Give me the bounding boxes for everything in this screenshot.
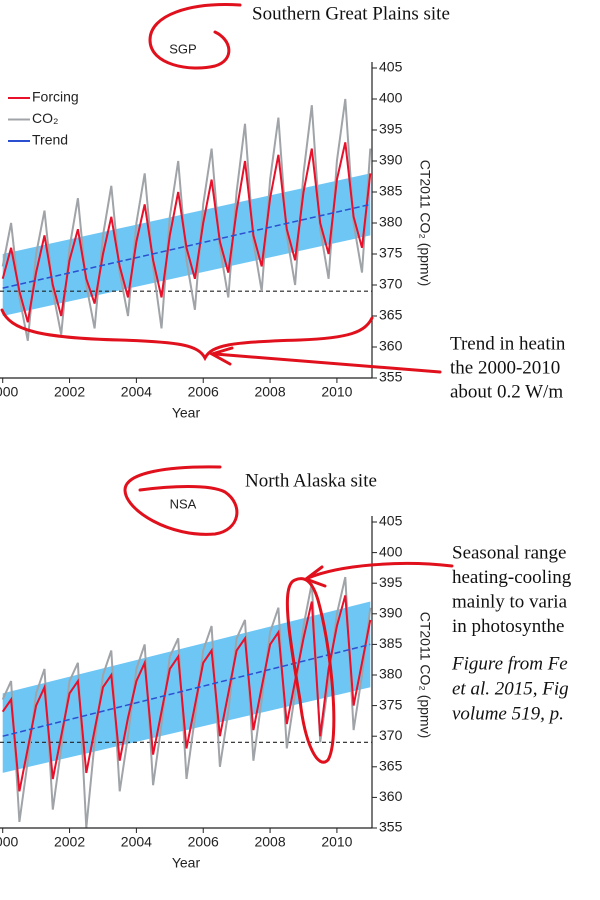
y-tick-label: 385: [379, 635, 403, 651]
chart-title: Southern Great Plains site: [252, 3, 450, 24]
y-tick-label: 395: [379, 574, 403, 590]
series-line: [1, 98, 372, 341]
panel-label: NSA: [170, 496, 197, 511]
arrow-head: [208, 346, 234, 366]
brace: [0, 308, 374, 362]
x-tick-label: 2000: [0, 834, 18, 850]
y-tick-label: 395: [379, 121, 403, 137]
x-tick-label: 2008: [254, 384, 285, 400]
plot-area: [0, 576, 372, 828]
circle-peak: [285, 577, 336, 764]
series-line: [2, 643, 371, 737]
x-tick-label: 2010: [321, 834, 352, 850]
y-tick-label: 375: [379, 696, 403, 712]
y-tick-label: 400: [379, 90, 403, 106]
x-tick-label: 2008: [254, 834, 285, 850]
y-tick-label: 360: [379, 338, 403, 354]
circle-sgp: [148, 3, 242, 70]
y-tick-label: 390: [379, 152, 403, 168]
y-tick-label: 365: [379, 758, 403, 774]
x-tick-label: 2006: [188, 834, 219, 850]
x-axis-label: Year: [172, 405, 201, 421]
y-tick-label: 355: [379, 819, 403, 835]
x-tick-label: 2006: [188, 384, 219, 400]
x-tick-label: 2004: [121, 834, 152, 850]
y-tick-label: 370: [379, 727, 403, 743]
y-tick-label: 380: [379, 214, 403, 230]
panel-label: SGP: [169, 41, 196, 56]
legend-label: Forcing: [32, 89, 79, 105]
plot-area: [0, 98, 372, 341]
y-tick-label: 370: [379, 276, 403, 292]
annotation: the 2000-2010: [450, 357, 560, 378]
plots: 355 360 365 370 375 380 385 390 395 400 405 2000 200…: [0, 3, 572, 871]
annotation: Trend in heatin: [450, 333, 566, 354]
arrow-head: [302, 565, 327, 588]
arrow-trend: [213, 352, 442, 374]
markup-strokes: [0, 3, 454, 764]
chart: 355 360 365 370 375 380 385 390 395 400 405 2000 200…: [0, 3, 566, 421]
caption: volume 519, p.: [452, 703, 564, 724]
annotation: about 0.2 W/m: [450, 381, 563, 402]
y-axis-label: CT2011 CO₂ (ppmv): [417, 612, 433, 739]
x-tick-label: 2010: [321, 384, 352, 400]
y-tick-label: 360: [379, 788, 403, 804]
y-axis-label: CT2011 CO₂ (ppmv): [417, 160, 433, 287]
y-tick-label: 405: [379, 59, 403, 75]
caption: et al. 2015, Fig: [452, 678, 569, 699]
annotation: in photosynthe: [452, 616, 564, 637]
y-tick-label: 405: [379, 513, 403, 529]
x-tick-label: 2000: [0, 384, 18, 400]
x-tick-label: 2004: [121, 384, 152, 400]
y-tick-label: 380: [379, 666, 403, 682]
legend-label: CO₂: [32, 110, 58, 126]
annotation: heating-cooling: [452, 567, 572, 588]
annotation: mainly to varia: [452, 591, 568, 612]
chart: 355 360 365 370 375 380 385 390 395 400 405 2000 200…: [0, 470, 572, 871]
arrow-seasonal: [306, 561, 454, 580]
caption: Figure from Fe: [451, 653, 568, 674]
x-tick-label: 2002: [54, 384, 85, 400]
legend-label: Trend: [32, 132, 68, 148]
series-line: [1, 595, 372, 792]
chart-title: North Alaska site: [245, 470, 377, 491]
y-tick-label: 365: [379, 307, 403, 323]
series-line: [1, 142, 372, 323]
x-tick-label: 2002: [54, 834, 85, 850]
y-tick-label: 400: [379, 543, 403, 559]
annotation: Seasonal range: [452, 542, 566, 563]
y-tick-label: 385: [379, 183, 403, 199]
circle-nsa: [123, 465, 239, 536]
y-tick-label: 355: [379, 369, 403, 385]
y-tick-label: 390: [379, 605, 403, 621]
y-tick-label: 375: [379, 245, 403, 261]
x-axis-label: Year: [172, 855, 201, 871]
